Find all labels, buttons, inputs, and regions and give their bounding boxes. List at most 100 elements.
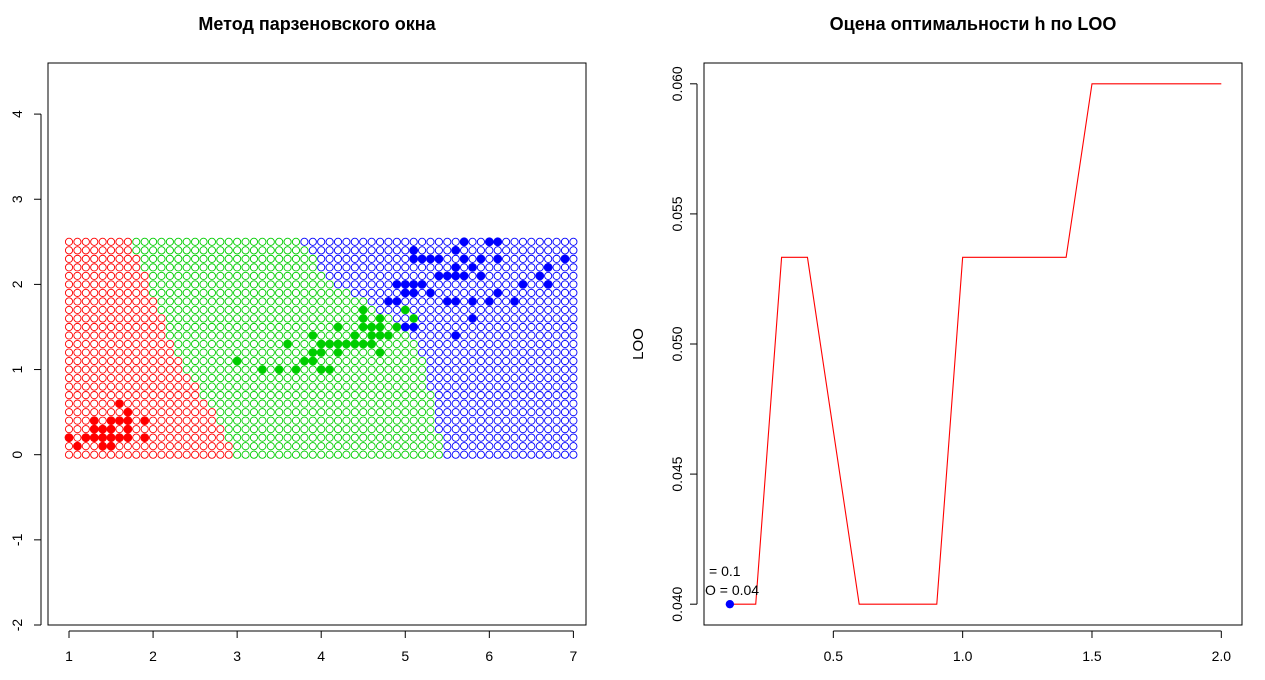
grid-cell-blue (434, 416, 443, 425)
grid-cell-green (409, 356, 418, 366)
grid-cell-blue (544, 374, 553, 383)
grid-cell-blue (317, 254, 326, 263)
grid-cell-red (98, 365, 107, 374)
grid-cell-red (140, 348, 149, 357)
point-red (123, 433, 133, 443)
grid-cell-green (375, 433, 385, 442)
grid-cell-green (392, 382, 401, 391)
grid-cell-blue (460, 450, 469, 459)
grid-cell-green (325, 305, 334, 314)
grid-cell-green (333, 391, 343, 400)
grid-cell-green (317, 425, 326, 434)
grid-cell-blue (426, 305, 435, 314)
grid-cell-red (199, 425, 208, 434)
grid-cell-red (207, 408, 216, 417)
grid-cell-red (107, 297, 116, 306)
grid-cell-blue (434, 305, 443, 314)
grid-cell-green (350, 305, 359, 314)
grid-cell-red (64, 297, 74, 306)
grid-cell-blue (485, 365, 494, 374)
grid-cell-blue (485, 263, 494, 272)
grid-cell-blue (535, 339, 544, 349)
grid-cell-green (165, 322, 174, 332)
grid-cell-red (73, 246, 82, 255)
grid-cell-blue (527, 425, 536, 434)
grid-cell-green (249, 416, 258, 425)
grid-cell-blue (502, 425, 511, 434)
grid-cell-blue (560, 425, 570, 434)
grid-cell-red (90, 314, 99, 323)
point-red (140, 416, 150, 426)
grid-cell-green (333, 356, 343, 366)
grid-cell-green (392, 425, 401, 434)
grid-cell-green (207, 297, 216, 306)
grid-cell-green (216, 271, 225, 280)
grid-cell-green (375, 442, 385, 451)
grid-cell-green (199, 305, 208, 314)
grid-cell-blue (375, 297, 385, 306)
grid-cell-blue (552, 391, 561, 400)
grid-cell-green (283, 442, 292, 451)
grid-cell-blue (527, 399, 536, 408)
grid-cell-blue (502, 450, 511, 459)
grid-cell-red (73, 271, 82, 280)
grid-cell-blue (544, 254, 553, 263)
grid-cell-blue (518, 322, 528, 332)
grid-cell-blue (476, 288, 485, 297)
grid-cell-blue (560, 246, 570, 255)
grid-cell-green (375, 382, 385, 391)
grid-cell-blue (443, 288, 452, 297)
grid-cell-red (81, 382, 90, 391)
grid-cell-blue (401, 271, 410, 280)
grid-cell-red (182, 450, 191, 459)
grid-cell-blue (510, 271, 519, 280)
grid-cell-green (224, 416, 233, 425)
grid-cell-blue (476, 399, 485, 408)
grid-cell-green (241, 356, 250, 366)
grid-cell-green (300, 450, 309, 459)
grid-cell-red (165, 365, 174, 374)
grid-cell-blue (485, 416, 494, 425)
grid-cell-blue (518, 297, 528, 306)
grid-cell-red (123, 237, 132, 246)
grid-cell-green (266, 271, 275, 280)
grid-cell-green (216, 305, 225, 314)
parzen-plot-box (47, 62, 587, 626)
grid-cell-green (392, 374, 401, 383)
grid-cell-red (123, 399, 132, 408)
grid-cell-green (249, 263, 258, 272)
grid-cell-green (233, 348, 242, 357)
grid-cell-red (107, 382, 116, 391)
point-green (274, 365, 284, 374)
grid-cell-blue (535, 374, 544, 383)
grid-cell-red (123, 288, 132, 297)
grid-cell-red (216, 450, 225, 459)
grid-cell-green (174, 305, 183, 314)
loo-optimum (725, 599, 735, 609)
grid-cell-red (107, 314, 116, 323)
grid-cell-red (98, 280, 107, 289)
grid-cell-blue (443, 314, 452, 323)
grid-cell-red (140, 450, 149, 459)
grid-cell-blue (518, 348, 528, 357)
grid-cell-blue (560, 288, 570, 297)
grid-cell-blue (401, 246, 410, 255)
grid-cell-blue (552, 348, 561, 357)
grid-cell-green (249, 280, 258, 289)
grid-cell-blue (569, 416, 578, 425)
grid-cell-red (123, 331, 132, 340)
grid-cell-red (165, 433, 174, 442)
grid-cell-red (98, 271, 107, 280)
loo-y-axis-label: LOO (630, 328, 647, 360)
grid-cell-blue (451, 382, 460, 391)
grid-cell-green (249, 365, 258, 374)
grid-cell-green (241, 331, 250, 340)
grid-cell-red (73, 305, 82, 314)
grid-cell-red (182, 391, 191, 400)
grid-cell-green (283, 391, 292, 400)
grid-cell-blue (367, 254, 376, 263)
grid-cell-blue (518, 450, 528, 459)
loo-x-axis: 0.5 1.0 1.5 2.0 (824, 630, 1231, 664)
grid-cell-green (300, 288, 309, 297)
grid-cell-red (98, 331, 107, 340)
